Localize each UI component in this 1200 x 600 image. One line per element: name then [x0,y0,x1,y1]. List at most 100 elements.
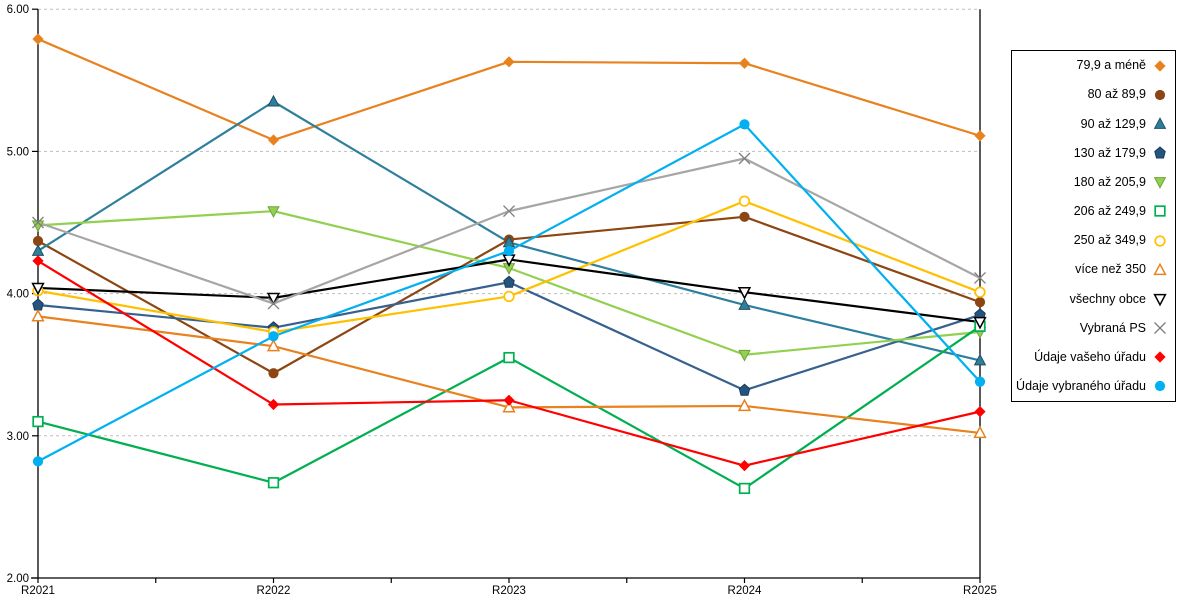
square-open-marker-icon [267,477,280,489]
circle-open-marker-icon [974,286,986,298]
circle-marker-icon [974,376,986,387]
diamond-marker-icon [267,134,280,146]
circle-open-marker-icon [503,290,515,303]
legend-circle-icon [1154,381,1166,392]
series-markers-v-echny-obce [31,254,987,330]
diamond-marker-icon [267,398,280,411]
legend-circle-open-icon [1154,234,1166,247]
x-mark-marker-icon [974,271,986,284]
legend-label: 79,9 a méně [1076,58,1147,73]
series-markers-250-a-349-9 [32,195,986,338]
diamond-marker-icon [503,394,515,406]
legend-box: 79,9 a méně 80 až 89,9 90 až 129,9 130 až 1… [1011,50,1176,402]
legend-item-180-a-205-9: 180 až 205,9 [1012,168,1175,197]
triangle-down-open-marker-icon [737,287,752,300]
legend-label: Vybraná PS [1079,320,1146,335]
series-markers-vybran-ps [32,152,986,310]
pentagon-marker-icon [503,275,515,288]
legend-label: 90 až 129,9 [1080,116,1146,131]
diamond-marker-icon [503,56,515,68]
diamond-marker-icon [738,460,751,472]
x-mark-marker-icon [32,216,44,229]
series-line-79-9-a-m-n [36,37,982,142]
y-tick-label: 3.00 [7,431,29,443]
circle-marker-icon [268,331,279,342]
diamond-marker-icon [32,33,44,45]
triangle-up-marker-icon [1153,117,1167,129]
triangle-up-marker-icon [31,244,45,256]
x-mark-marker-icon [738,152,751,165]
diamond-marker-icon [1154,351,1166,363]
legend-item-v-echny-obce: všechny obce [1012,284,1175,313]
legend-label: 80 až 89,9 [1087,87,1146,102]
square-open-marker-icon [1154,205,1166,218]
circle-marker-icon [503,245,515,257]
x-tick-label: R2025 [963,585,997,597]
legend-diamond-icon [1154,351,1166,363]
legend-item-250-a-349-9: 250 až 349,9 [1012,226,1175,255]
y-tick-label: 6.00 [7,4,29,16]
series-markers-daje-va-eho-adu [32,255,986,472]
y-tick-label: 5.00 [7,146,29,158]
series-line-v-ce-ne-350 [36,315,982,435]
triangle-down-open-marker-icon [31,282,45,296]
triangle-down-marker-icon [738,349,751,362]
square-open-marker-icon [738,482,751,495]
pentagon-marker-icon [738,383,751,396]
legend-x-mark-icon [1154,322,1166,334]
legend-label: 250 až 349,9 [1073,233,1146,248]
y-tick-label: 4.00 [7,289,29,301]
triangle-up-open-marker-icon [266,338,281,352]
legend-label: 130 až 179,9 [1073,145,1146,160]
pentagon-marker-icon [32,298,44,311]
series-markers-90-a-129-9 [31,94,987,366]
triangle-up-marker-icon [973,353,987,366]
legend-square-open-icon [1154,205,1166,218]
legend-triangle-down-icon [1153,177,1167,190]
pentagon-marker-icon [1154,146,1166,159]
triangle-up-open-marker-icon [31,308,45,322]
triangle-down-marker-icon [267,206,280,218]
diamond-marker-icon [974,130,986,142]
circle-marker-icon [739,119,750,130]
circle-open-marker-icon [1154,234,1166,247]
circle-marker-icon [32,235,44,247]
x-tick-label: R2023 [492,585,526,597]
legend-diamond-icon [1154,59,1166,72]
series-markers-daje-vybran-ho-adu [32,119,986,467]
series-line-90-a-129-9 [36,100,982,362]
legend-item-daje-vybran-ho-adu: Údaje vybraného úřadu [1012,372,1175,401]
circle-marker-icon [1154,89,1166,100]
diamond-marker-icon [738,57,751,69]
legend-item-vybran-ps: Vybraná PS [1012,313,1175,342]
x-mark-marker-icon [503,205,515,218]
square-open-marker-icon [32,415,44,428]
legend-pentagon-icon [1154,146,1166,159]
legend-label: 206 až 249,9 [1073,204,1146,219]
circle-marker-icon [739,211,750,222]
triangle-down-marker-icon [1153,177,1167,190]
legend-item-90-a-129-9: 90 až 129,9 [1012,109,1175,138]
y-tick-label: 2.00 [7,573,29,585]
triangle-up-open-marker-icon [737,398,752,412]
legend-circle-icon [1154,89,1166,100]
circle-marker-icon [974,297,986,308]
series-markers-79-9-a-m-n [32,33,986,146]
legend-item-80-a-89-9: 80 až 89,9 [1012,80,1175,109]
legend-triangle-down-open-icon [1153,293,1167,307]
legend-label: Údaje vybraného úřadu [1016,379,1146,394]
legend-item-79-9-a-m-n: 79,9 a méně [1012,51,1175,80]
x-tick-label: R2024 [728,585,762,597]
x-mark-marker-icon [1154,322,1166,334]
series-markers-v-ce-ne-350 [31,308,987,439]
diamond-marker-icon [1154,59,1166,72]
circle-marker-icon [1154,381,1166,392]
legend-triangle-up-open-icon [1153,262,1167,275]
legend-item-v-ce-ne-350: více než 350 [1012,255,1175,284]
square-open-marker-icon [503,351,515,364]
triangle-up-open-marker-icon [973,425,987,439]
legend-item-daje-va-eho-adu: Údaje vašeho úřadu [1012,343,1175,372]
diamond-marker-icon [32,255,44,267]
